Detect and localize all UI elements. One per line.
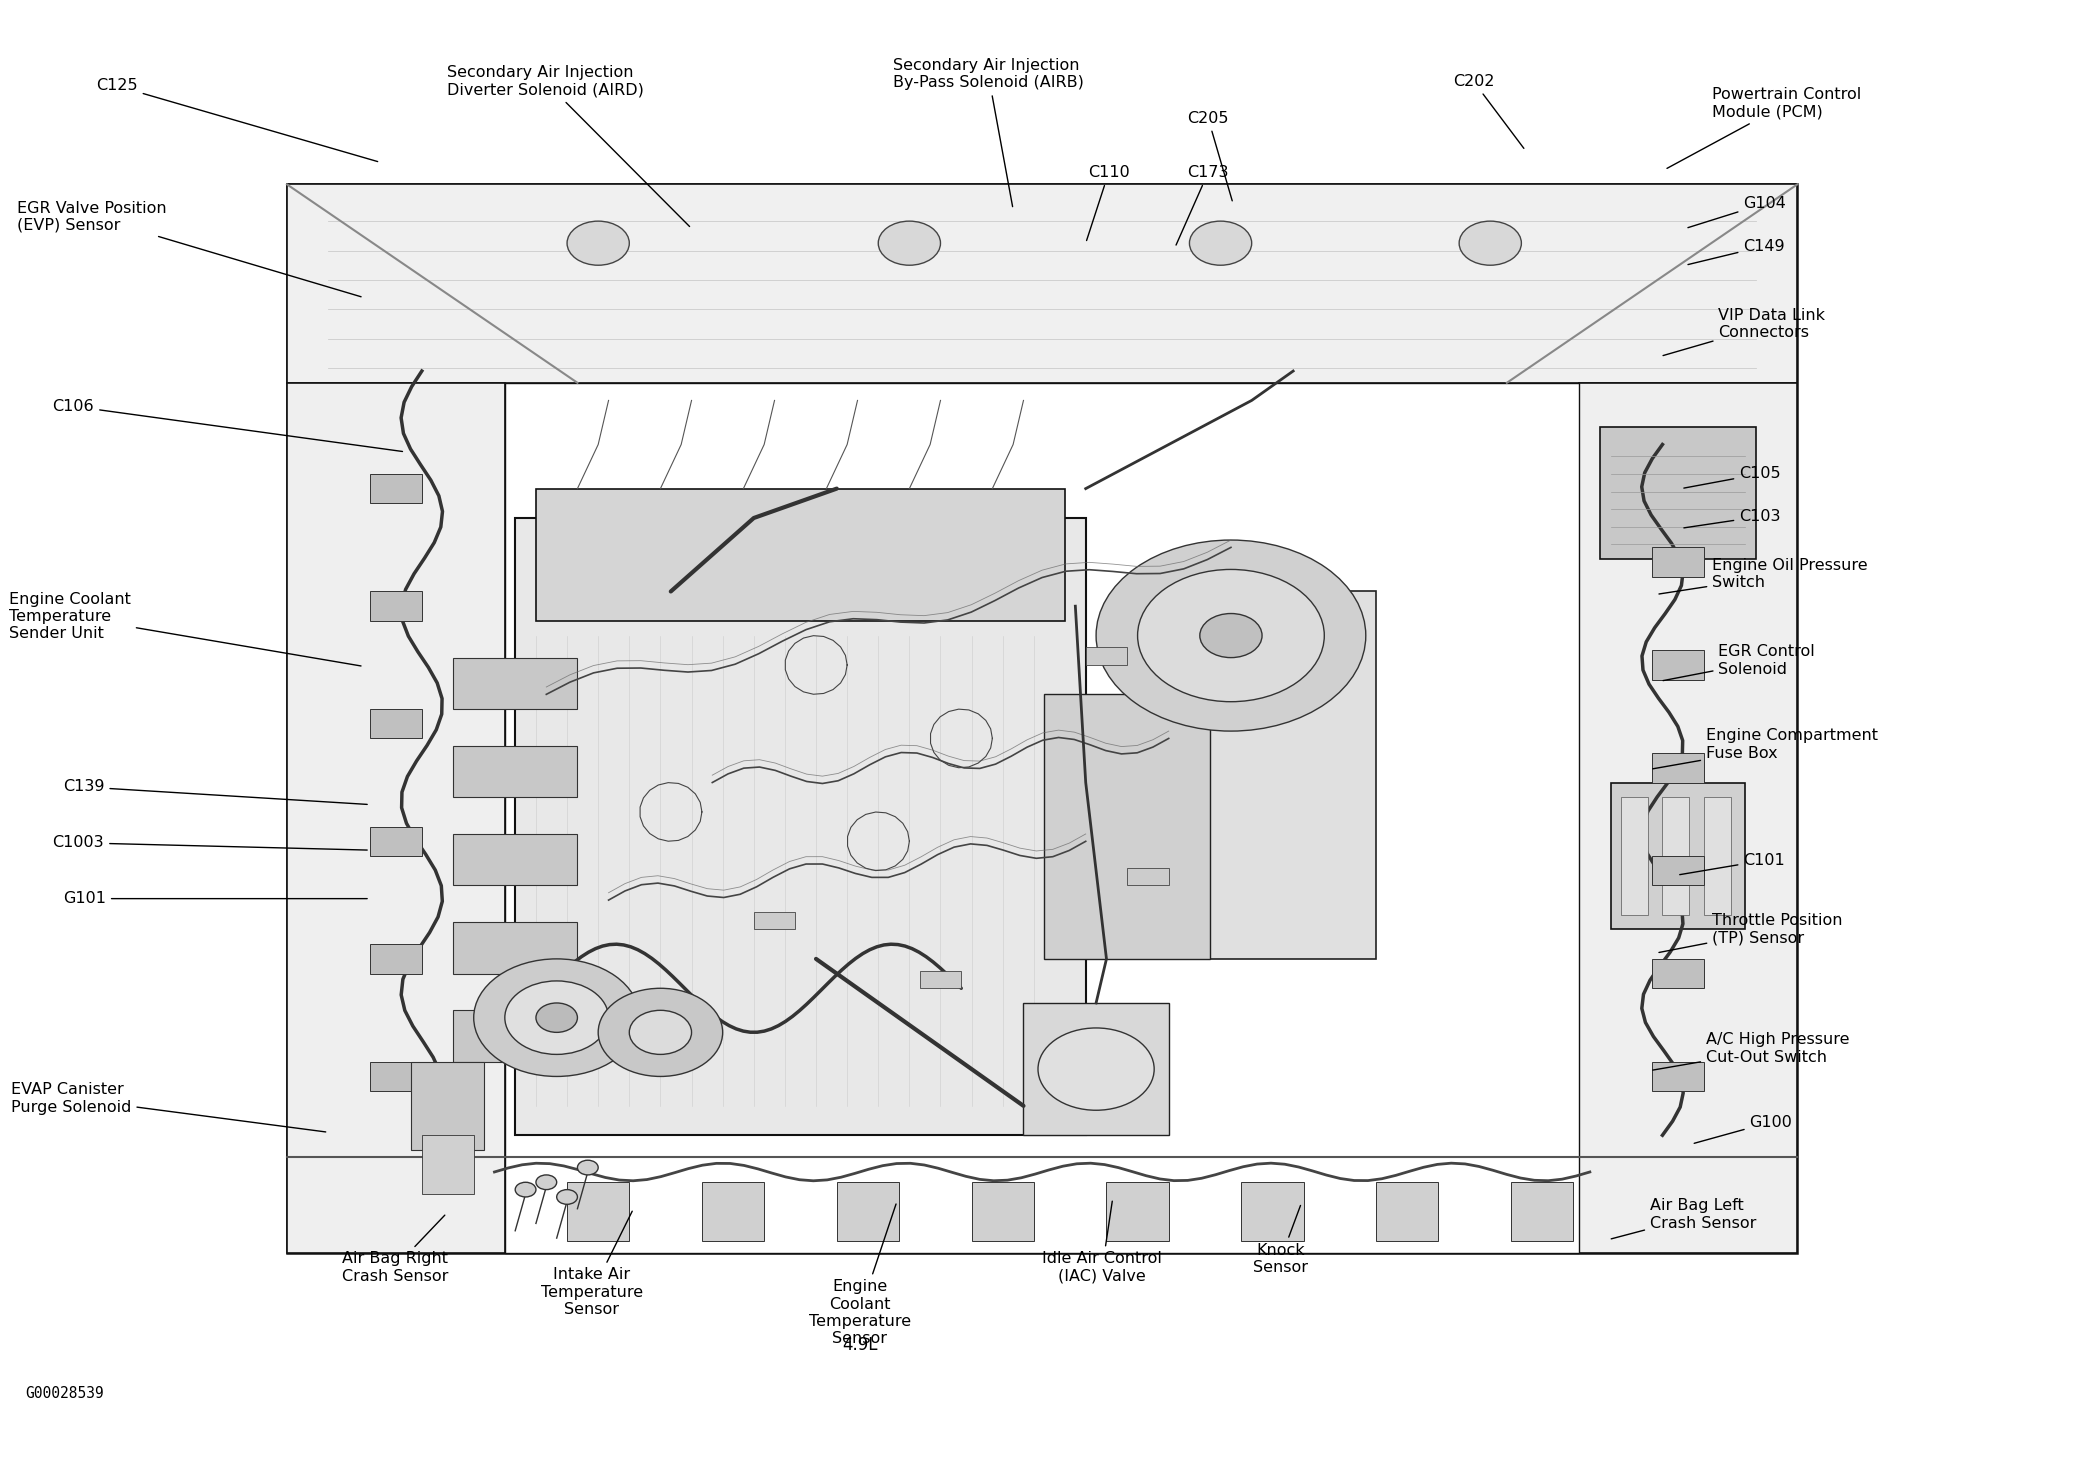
Bar xyxy=(453,658,577,709)
Bar xyxy=(972,1183,1034,1242)
Text: G00028539: G00028539 xyxy=(25,1386,104,1402)
Bar xyxy=(1107,1183,1169,1242)
Text: Engine Compartment
Fuse Box: Engine Compartment Fuse Box xyxy=(1652,728,1879,769)
Bar xyxy=(1044,694,1210,959)
Circle shape xyxy=(1200,613,1262,658)
Bar xyxy=(370,474,421,503)
Bar xyxy=(370,827,421,856)
Text: Throttle Position
(TP) Sensor: Throttle Position (TP) Sensor xyxy=(1659,913,1843,953)
Circle shape xyxy=(473,959,639,1077)
Text: C202: C202 xyxy=(1453,74,1524,149)
Circle shape xyxy=(1138,569,1324,702)
Bar xyxy=(453,1011,577,1062)
Bar xyxy=(370,944,421,974)
Bar xyxy=(515,518,1086,1136)
Bar xyxy=(370,1062,421,1091)
Bar xyxy=(370,591,421,621)
Text: Secondary Air Injection
Diverter Solenoid (AIRD): Secondary Air Injection Diverter Solenoi… xyxy=(446,65,689,227)
Bar xyxy=(754,912,795,930)
Bar xyxy=(1652,1062,1704,1091)
Bar xyxy=(1652,650,1704,680)
Bar xyxy=(702,1183,764,1242)
Bar xyxy=(1580,382,1798,1253)
Bar xyxy=(1127,591,1376,959)
Bar xyxy=(1652,856,1704,886)
Text: C106: C106 xyxy=(52,399,403,452)
Bar xyxy=(1241,1183,1304,1242)
Bar xyxy=(370,709,421,738)
Bar xyxy=(1652,753,1704,783)
Bar xyxy=(453,834,577,886)
Bar xyxy=(1621,797,1648,915)
Text: Idle Air Control
(IAC) Valve: Idle Air Control (IAC) Valve xyxy=(1042,1202,1163,1284)
Text: G104: G104 xyxy=(1688,196,1785,228)
Text: Knock
Sensor: Knock Sensor xyxy=(1254,1205,1308,1275)
Text: Air Bag Right
Crash Sensor: Air Bag Right Crash Sensor xyxy=(343,1215,448,1284)
Circle shape xyxy=(629,1011,691,1055)
Text: Powertrain Control
Module (PCM): Powertrain Control Module (PCM) xyxy=(1667,87,1862,168)
Bar xyxy=(453,922,577,974)
Text: Engine Coolant
Temperature
Sender Unit: Engine Coolant Temperature Sender Unit xyxy=(8,591,361,666)
Text: G100: G100 xyxy=(1694,1115,1792,1143)
Circle shape xyxy=(1190,221,1252,265)
Text: Engine
Coolant
Temperature
Sensor: Engine Coolant Temperature Sensor xyxy=(808,1203,911,1346)
Circle shape xyxy=(1038,1028,1154,1111)
Text: VIP Data Link
Connectors: VIP Data Link Connectors xyxy=(1663,307,1825,356)
Text: EGR Control
Solenoid: EGR Control Solenoid xyxy=(1663,644,1814,681)
Text: C103: C103 xyxy=(1684,509,1781,528)
Circle shape xyxy=(515,1183,536,1197)
Text: EVAP Canister
Purge Solenoid: EVAP Canister Purge Solenoid xyxy=(10,1083,326,1131)
Text: Air Bag Left
Crash Sensor: Air Bag Left Crash Sensor xyxy=(1611,1199,1756,1239)
Bar xyxy=(1023,1003,1169,1136)
Bar xyxy=(286,184,1798,1253)
Bar xyxy=(920,971,961,989)
Text: C173: C173 xyxy=(1175,165,1229,246)
Circle shape xyxy=(567,221,629,265)
Bar xyxy=(1376,1183,1439,1242)
Circle shape xyxy=(536,1175,556,1190)
Circle shape xyxy=(1459,221,1522,265)
Bar xyxy=(411,1062,484,1150)
Text: C139: C139 xyxy=(62,780,367,805)
Text: Secondary Air Injection
By-Pass Solenoid (AIRB): Secondary Air Injection By-Pass Solenoid… xyxy=(893,57,1084,206)
Circle shape xyxy=(1096,540,1366,731)
Bar xyxy=(837,1183,899,1242)
Circle shape xyxy=(556,1190,577,1205)
Bar xyxy=(1611,783,1746,930)
Text: Intake Air
Temperature
Sensor: Intake Air Temperature Sensor xyxy=(542,1211,644,1318)
Circle shape xyxy=(536,1003,577,1033)
Text: G101: G101 xyxy=(62,891,367,906)
Bar xyxy=(1086,647,1127,665)
Circle shape xyxy=(878,221,940,265)
Bar xyxy=(286,382,504,1253)
Bar xyxy=(1663,797,1690,915)
Text: 4.9L: 4.9L xyxy=(843,1336,878,1355)
Text: C105: C105 xyxy=(1684,466,1781,488)
Circle shape xyxy=(577,1161,598,1175)
Bar xyxy=(286,184,1798,382)
Bar xyxy=(1652,959,1704,989)
Circle shape xyxy=(504,981,608,1055)
Circle shape xyxy=(598,989,722,1077)
Bar xyxy=(567,1183,629,1242)
Text: C149: C149 xyxy=(1688,238,1785,265)
Text: A/C High Pressure
Cut-Out Switch: A/C High Pressure Cut-Out Switch xyxy=(1652,1033,1850,1069)
Bar xyxy=(504,382,1580,1253)
Text: C110: C110 xyxy=(1086,165,1129,241)
Bar xyxy=(1652,547,1704,577)
Text: EGR Valve Position
(EVP) Sensor: EGR Valve Position (EVP) Sensor xyxy=(17,200,361,297)
Bar xyxy=(536,488,1065,621)
Text: C101: C101 xyxy=(1679,853,1785,875)
Text: C125: C125 xyxy=(95,78,378,162)
Bar xyxy=(1704,797,1731,915)
Text: C1003: C1003 xyxy=(52,836,367,850)
Text: C205: C205 xyxy=(1187,110,1233,202)
Bar xyxy=(453,746,577,797)
Text: Engine Oil Pressure
Switch: Engine Oil Pressure Switch xyxy=(1659,558,1868,594)
Bar xyxy=(421,1136,473,1194)
Bar xyxy=(1127,868,1169,886)
Bar xyxy=(1511,1183,1574,1242)
Bar xyxy=(1601,427,1756,559)
